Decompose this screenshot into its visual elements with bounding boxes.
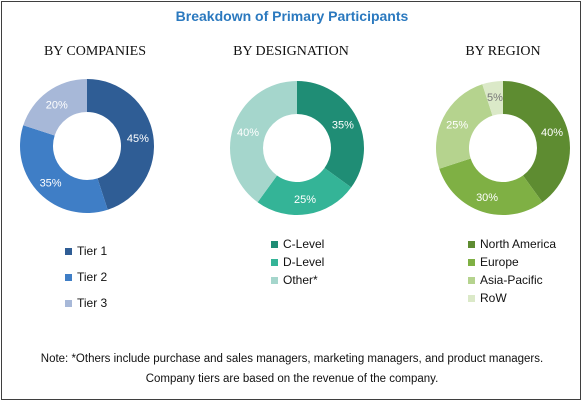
slice-region-asia-pacific xyxy=(435,84,493,169)
legend-designation: C-Level D-Level Other* xyxy=(271,235,324,289)
slice-companies-tier-2 xyxy=(20,125,108,213)
legend-companies: Tier 1 Tier 2 Tier 3 xyxy=(65,238,107,316)
legend-label: Asia-Pacific xyxy=(480,273,543,287)
legend-swatch xyxy=(65,273,72,281)
chart-title-region: BY REGION xyxy=(465,44,541,59)
legend-swatch xyxy=(65,299,72,307)
data-label-companies: 35% xyxy=(40,177,62,189)
footnote-tiers: Company tiers are based on the revenue o… xyxy=(145,373,439,385)
legend-region: North America Europe Asia-Pacific RoW xyxy=(468,235,556,307)
data-label-region: 40% xyxy=(541,127,563,139)
slice-region-row xyxy=(482,81,503,116)
legend-item: RoW xyxy=(468,289,556,307)
legend-label: Tier 2 xyxy=(77,270,108,284)
data-label-region: 25% xyxy=(446,120,468,132)
legend-label: North America xyxy=(480,237,557,251)
legend-label: Other* xyxy=(283,273,318,287)
data-label-companies: 20% xyxy=(46,99,68,111)
data-label-designation: 25% xyxy=(294,194,316,206)
footnote-others: Note: *Others include purchase and sales… xyxy=(40,353,544,365)
legend-item: Europe xyxy=(468,253,556,271)
data-label-designation: 40% xyxy=(237,127,259,139)
legend-item: North America xyxy=(468,235,556,253)
legend-swatch xyxy=(271,276,278,284)
legend-swatch xyxy=(65,247,72,255)
data-label-companies: 45% xyxy=(127,133,149,145)
legend-swatch xyxy=(468,276,475,284)
data-label-region: 30% xyxy=(476,192,498,204)
legend-item: Other* xyxy=(271,271,324,289)
slice-region-north-america xyxy=(503,81,570,203)
slice-designation-other xyxy=(230,81,297,203)
legend-item: Tier 2 xyxy=(65,264,107,290)
legend-swatch xyxy=(271,240,278,248)
footnotes: Note: *Others include purchase and sales… xyxy=(0,349,584,389)
legend-swatch xyxy=(468,294,475,302)
legend-label: C-Level xyxy=(283,237,325,251)
legend-item: Tier 1 xyxy=(65,238,107,264)
legend-swatch xyxy=(468,258,475,266)
slice-companies-tier-1 xyxy=(87,79,154,210)
legend-swatch xyxy=(468,240,475,248)
slice-designation-d-level xyxy=(257,167,352,216)
legend-item: Tier 3 xyxy=(65,290,107,316)
legend-item: D-Level xyxy=(271,253,324,271)
chart-title-designation: BY DESIGNATION xyxy=(233,44,349,59)
legend-label: RoW xyxy=(480,291,507,305)
data-label-designation: 35% xyxy=(332,120,354,132)
legend-label: D-Level xyxy=(283,255,325,269)
legend-label: Tier 1 xyxy=(77,244,108,258)
slice-designation-c-level xyxy=(297,81,364,188)
chart-title-companies: BY COMPANIES xyxy=(43,44,147,59)
legend-swatch xyxy=(271,258,278,266)
figure-title: Breakdown of Primary Participants xyxy=(175,8,409,24)
legend-label: Tier 3 xyxy=(77,296,108,310)
legend-item: Asia-Pacific xyxy=(468,271,556,289)
legend-label: Europe xyxy=(480,255,519,269)
legend-item: C-Level xyxy=(271,235,324,253)
slice-region-europe xyxy=(439,158,543,215)
slice-companies-tier-3 xyxy=(23,79,87,136)
data-label-region: 5% xyxy=(487,92,503,104)
